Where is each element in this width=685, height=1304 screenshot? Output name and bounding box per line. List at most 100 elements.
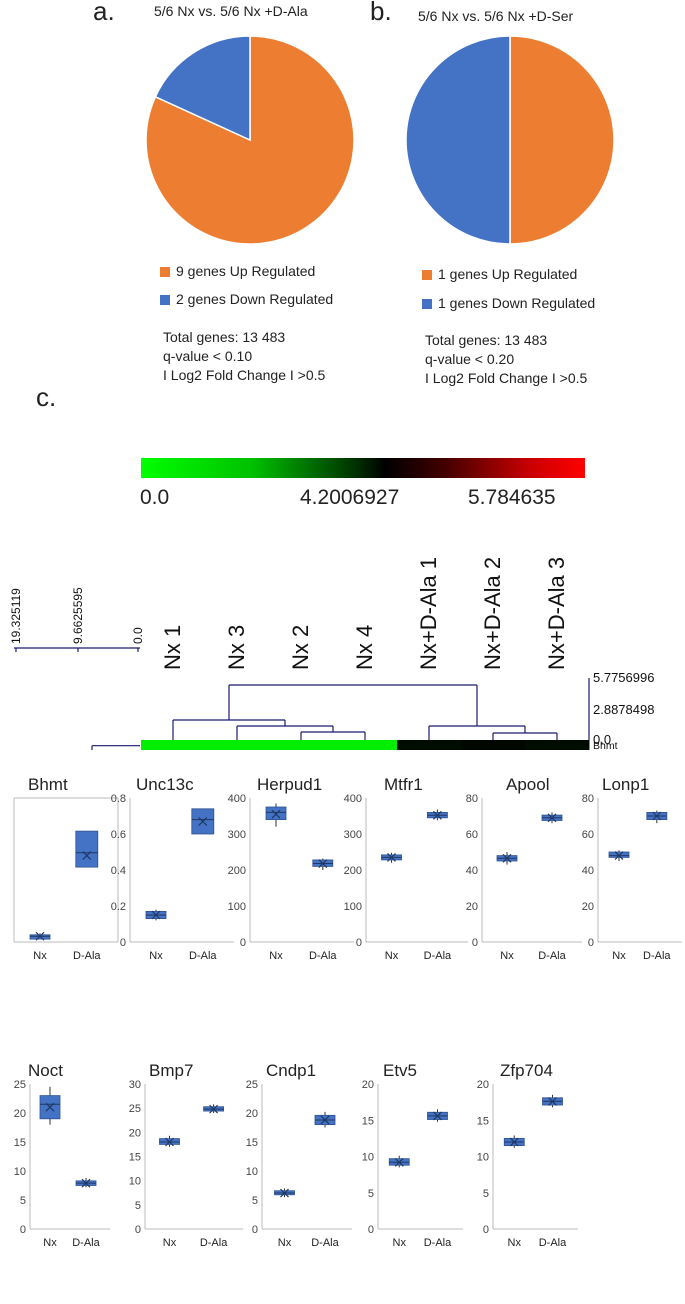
y-tick-label: 5 <box>20 1195 26 1207</box>
heatmap-cell <box>269 740 334 750</box>
box-mean-marker <box>614 851 624 861</box>
y-tick-label: 10 <box>362 1152 374 1164</box>
box-mean-marker <box>45 1102 55 1112</box>
box-title: Unc13c <box>136 775 194 794</box>
box-mean-marker <box>548 1096 557 1106</box>
x-tick-label: Nx <box>612 950 626 962</box>
box-mean-marker <box>209 1104 219 1114</box>
heatmap-cell <box>141 740 206 750</box>
box-mean-marker <box>151 910 161 920</box>
box-mean-marker <box>165 1137 174 1147</box>
y-tick-label: 20 <box>129 1127 141 1139</box>
box-title: Cndp1 <box>266 1061 316 1080</box>
panel-label-c: c. <box>36 382 57 412</box>
x-tick-label: D-Ala <box>424 950 452 962</box>
box-mean-marker <box>318 859 328 868</box>
x-tick-label: D-Ala <box>309 950 337 962</box>
scale-label-max: 5.784635 <box>468 486 556 509</box>
box-title: Bhmt <box>28 775 68 794</box>
box-panel-unc13c: Unc13c 0 0.2 0.4 0.6 0.8 Nx D-Ala <box>111 775 234 962</box>
x-tick-label: Nx <box>163 1237 177 1249</box>
y-tick-label: 0.8 <box>111 793 126 805</box>
pie-b-legend-down: 1 genes Down Regulated <box>422 295 595 311</box>
x-tick-label: D-Ala <box>643 950 671 962</box>
y-tick-label: 100 <box>344 901 362 913</box>
heatmap-cell <box>205 740 270 750</box>
y-tick-label: 20 <box>14 1108 26 1120</box>
y-tick-label: 80 <box>582 793 594 805</box>
y-tick-label: 100 <box>228 901 246 913</box>
y-tick-label: 15 <box>362 1115 374 1127</box>
row-scale-label: 0.0 <box>131 627 145 644</box>
x-tick-label: Nx <box>393 1237 407 1249</box>
y-tick-label: 5 <box>252 1195 258 1207</box>
heatmap-color-scale <box>141 458 585 478</box>
heatmap-cell <box>397 740 462 750</box>
y-tick-label: 25 <box>129 1103 141 1115</box>
x-tick-label: Nx <box>385 950 399 962</box>
legend-up-label: 9 genes Up Regulated <box>176 263 316 279</box>
box-mean-marker <box>509 1137 519 1147</box>
y-tick-label: 20 <box>362 1079 374 1091</box>
col-scale-label: 0.0 <box>593 732 611 747</box>
heatmap-col-label: Nx 4 <box>352 625 377 670</box>
heatmap-col-label: Nx+D-Ala 2 <box>480 557 505 670</box>
box-panel-bmp7: Bmp7 0 5 10 15 20 25 30 Nx D-Ala <box>129 1061 243 1249</box>
x-tick-label: D-Ala <box>539 1237 567 1249</box>
box-body <box>608 851 630 858</box>
box-mean-marker <box>432 810 442 820</box>
y-tick-label: 0 <box>472 937 478 949</box>
pie-a-stats: Total genes: 13 483 q-value < 0.10 I Log… <box>163 328 325 385</box>
pie-a-legend-up: 9 genes Up Regulated <box>160 263 315 279</box>
y-tick-label: 200 <box>344 865 362 877</box>
y-tick-label: 10 <box>14 1166 26 1178</box>
y-tick-label: 0 <box>368 1224 374 1236</box>
y-tick-label: 15 <box>14 1137 26 1149</box>
box-title: Zfp704 <box>500 1061 553 1080</box>
y-tick-label: 15 <box>129 1152 141 1164</box>
box-title: Noct <box>28 1061 63 1080</box>
col-scale-label: 5.7756996 <box>593 670 654 685</box>
legend-up-label: 1 genes Up Regulated <box>438 266 578 282</box>
y-tick-label: 5 <box>135 1200 141 1212</box>
box-title: Mtfr1 <box>384 775 423 794</box>
box-panel-noct: Noct 0 5 10 15 20 25 Nx D-Ala <box>14 1061 110 1249</box>
y-tick-label: 40 <box>582 865 594 877</box>
box-mean-marker <box>502 853 512 863</box>
y-tick-label: 0 <box>20 1224 26 1236</box>
box-mean-marker <box>81 1178 91 1188</box>
stat-foldchange: I Log2 Fold Change I >0.5 <box>163 367 326 383</box>
heatmap-col-label: Nx+D-Ala 3 <box>544 557 569 670</box>
y-tick-label: 0.2 <box>111 901 126 913</box>
y-tick-label: 5 <box>368 1188 374 1200</box>
y-tick-label: 5 <box>483 1188 489 1200</box>
scale-label-mid: 4.2006927 <box>300 486 400 509</box>
y-tick-label: 0 <box>240 937 246 949</box>
box-mean-marker <box>320 1115 330 1125</box>
box-mean-marker <box>652 811 662 821</box>
heatmap: BhmtUnc13cHerpud1Mtfr1ApoolLonp1NoctBmp7… <box>9 557 654 750</box>
heatmap-row-label: Bhmt <box>593 740 618 750</box>
heatmap-col-label: Nx 2 <box>288 625 313 670</box>
y-tick-label: 0 <box>120 937 126 949</box>
square-swatch-icon <box>160 267 170 278</box>
box-title: Etv5 <box>383 1061 417 1080</box>
square-swatch-icon <box>422 299 432 310</box>
heatmap-col-label: Nx+D-Ala 1 <box>416 557 441 670</box>
x-tick-label: D-Ala <box>72 1237 100 1249</box>
legend-down-label: 2 genes Down Regulated <box>176 291 334 307</box>
box-mean-marker <box>198 816 208 826</box>
legend-down-label: 1 genes Down Regulated <box>438 295 596 311</box>
box-mean-marker <box>82 851 92 861</box>
y-tick-label: 0 <box>135 1224 141 1236</box>
x-tick-label: D-Ala <box>200 1237 228 1249</box>
stat-total: Total genes: 13 483 <box>425 332 548 348</box>
y-tick-label: 20 <box>246 1108 258 1120</box>
y-tick-label: 200 <box>228 865 246 877</box>
y-tick-label: 25 <box>14 1079 26 1091</box>
pie-b-slice-down <box>405 35 511 245</box>
stat-qvalue: q-value < 0.20 <box>425 351 515 367</box>
box-mean-marker <box>387 852 396 862</box>
y-tick-label: 20 <box>477 1079 489 1091</box>
pie-b <box>405 35 615 245</box>
